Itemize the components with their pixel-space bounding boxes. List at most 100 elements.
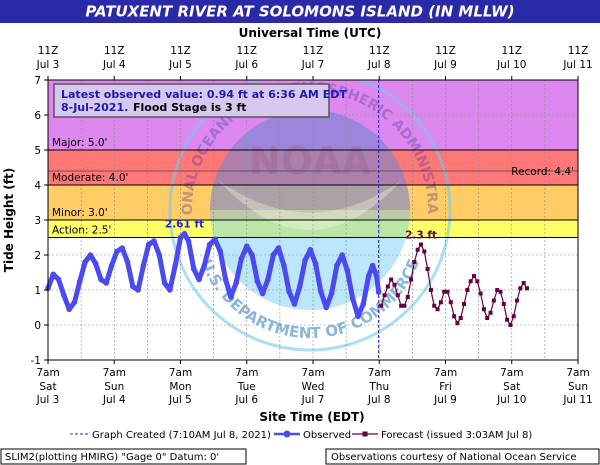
footer-left-box — [0, 448, 247, 465]
top-tick-date: Jul 9 — [433, 59, 457, 71]
forecast-point — [505, 317, 510, 322]
observed-point — [286, 288, 292, 295]
info-flood-stage: Flood Stage is 3 ft — [133, 101, 247, 114]
forecast-point — [435, 307, 440, 312]
x-tick-day: Wed — [302, 381, 325, 393]
observed-point — [344, 267, 351, 274]
watermark-noaa-letters: NOAA — [249, 139, 371, 183]
forecast-point — [395, 293, 400, 298]
forecast-point — [478, 291, 483, 296]
y-tick-label: 1 — [34, 285, 41, 297]
observed-point — [82, 259, 88, 265]
observed-point — [92, 260, 99, 267]
top-tick-date: Jul 5 — [168, 59, 192, 71]
band-label-action: Action: 2.5' — [52, 225, 111, 237]
observed-point — [77, 278, 83, 285]
x-tick-date: Jul 4 — [102, 394, 126, 406]
observed-point — [151, 238, 157, 244]
x-tick-date: Jul 11 — [562, 394, 592, 406]
forecast-point — [415, 247, 420, 252]
y-tick-label: 0 — [34, 320, 41, 332]
y-tick-label: 6 — [34, 110, 41, 122]
observed-point — [177, 234, 184, 241]
forecast-point — [438, 300, 443, 305]
top-tick-date: Jul 8 — [367, 59, 391, 71]
observed-point — [296, 283, 303, 290]
x-tick-date: Jul 8 — [367, 394, 391, 406]
observed-point — [185, 238, 192, 244]
x-tick-date: Jul 10 — [496, 394, 526, 406]
x-tick-time: 7am — [103, 367, 126, 379]
observed-point — [98, 276, 104, 283]
band-label-major: Major: 5.0' — [52, 137, 107, 149]
x-tick-time: 7am — [235, 367, 258, 379]
forecast-point — [471, 274, 476, 278]
forecast-point — [442, 289, 447, 294]
forecast-point — [475, 279, 480, 284]
observed-point — [243, 243, 250, 250]
forecast-point — [385, 284, 390, 289]
x-tick-day: Thu — [368, 381, 389, 393]
forecast-point — [462, 302, 467, 306]
observed-point — [50, 271, 57, 278]
observed-point — [318, 288, 324, 295]
legend-observed-marker — [283, 430, 291, 438]
forecast-point — [425, 267, 430, 271]
forecast-point — [389, 277, 394, 282]
x-axis-title: Site Time (EDT) — [259, 410, 364, 424]
latest-observation-box: Latest observed value: 0.94 ft at 6:36 A… — [53, 83, 347, 118]
forecast-point — [399, 303, 404, 308]
forecast-point — [491, 298, 496, 303]
observed-point — [259, 290, 266, 297]
legend-observed: Observed — [303, 430, 351, 441]
y-tick-label: -1 — [31, 355, 41, 367]
top-tick-date: Jul 7 — [301, 59, 325, 71]
observed-point — [167, 287, 173, 293]
y-tick-label: 4 — [34, 180, 41, 192]
footer-right-box — [325, 448, 600, 465]
top-tick-label: 11Z — [170, 45, 191, 57]
observed-point — [190, 266, 197, 272]
top-tick-label: 11Z — [303, 45, 324, 57]
x-tick-time: 7am — [566, 367, 589, 379]
x-tick-day: Tue — [237, 381, 256, 393]
y-axis-title: Tide Height (ft) — [2, 168, 16, 272]
y-tick-label: 5 — [34, 145, 41, 157]
forecast-point — [445, 289, 450, 294]
observed-point — [156, 252, 163, 258]
observed-point — [119, 245, 125, 251]
x-tick-day: Sat — [39, 381, 56, 393]
info-latest-value: Latest observed value: 0.94 ft at 6:36 A… — [61, 88, 347, 101]
observed-point — [196, 276, 202, 283]
chart-title: PATUXENT RIVER AT SOLOMONS ISLAND (IN ML… — [85, 3, 514, 21]
y-tick-label: 3 — [34, 215, 41, 227]
x-tick-time: 7am — [169, 367, 192, 379]
forecast-point — [379, 303, 384, 308]
observed-point — [328, 290, 335, 297]
x-tick-day: Sat — [503, 381, 520, 393]
top-tick-date: Jul 10 — [496, 59, 526, 71]
observed-point — [145, 241, 152, 248]
forecast-point — [409, 277, 414, 282]
x-tick-day: Mon — [169, 381, 191, 393]
forecast-point — [501, 302, 506, 306]
y-tick-label: 7 — [34, 75, 41, 87]
observed-point — [312, 260, 319, 267]
observed-point — [334, 262, 340, 269]
forecast-point — [485, 316, 490, 320]
forecast-point — [508, 323, 513, 327]
flood-band-moderate — [48, 150, 578, 185]
forecast-point — [511, 314, 516, 319]
footer: SLIM2(plotting HMIRG) "Gage 0" Datum: 0'… — [0, 448, 600, 465]
forecast-point — [518, 286, 523, 291]
x-tick-date: Jul 5 — [168, 394, 192, 406]
forecast-point — [452, 314, 457, 319]
legend-forecast: Forecast (issued 3:03AM Jul 8) — [381, 430, 532, 441]
title-bar — [0, 0, 600, 23]
observed-point — [238, 255, 245, 262]
observed-point — [212, 236, 218, 243]
observed-point — [307, 246, 314, 253]
footer-datum: SLIM2(plotting HMIRG) "Gage 0" Datum: 0' — [5, 452, 219, 463]
forecast-point — [524, 286, 529, 291]
observed-point — [130, 283, 136, 290]
